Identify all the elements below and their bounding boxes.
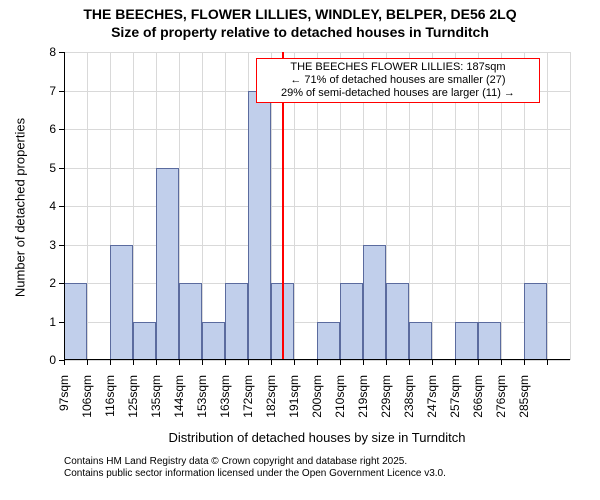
x-tick-label: 182sqm (264, 375, 278, 435)
gridline-v (87, 52, 88, 360)
x-tick-label: 247sqm (425, 375, 439, 435)
histogram-bar (340, 283, 363, 360)
y-tick-label: 8 (36, 45, 56, 59)
x-tick-label: 285sqm (517, 375, 531, 435)
x-tick (87, 360, 88, 365)
y-tick (59, 283, 64, 284)
y-tick-label: 1 (36, 315, 56, 329)
y-tick-label: 0 (36, 353, 56, 367)
x-tick (524, 360, 525, 365)
annotation-box: THE BEECHES FLOWER LILLIES: 187sqm← 71% … (256, 58, 539, 103)
histogram-bar (110, 245, 133, 361)
x-tick-label: 210sqm (333, 375, 347, 435)
chart-stage: THE BEECHES, FLOWER LILLIES, WINDLEY, BE… (0, 0, 600, 500)
footer-line1: Contains HM Land Registry data © Crown c… (64, 456, 407, 467)
histogram-bar (225, 283, 248, 360)
y-tick-label: 2 (36, 276, 56, 290)
histogram-bar (202, 322, 225, 361)
histogram-bar (363, 245, 386, 361)
y-axis-label: Number of detached properties (13, 53, 28, 361)
x-tick (110, 360, 111, 365)
y-tick (59, 245, 64, 246)
x-tick-label: 153sqm (195, 375, 209, 435)
footer-line2: Contains public sector information licen… (64, 468, 446, 479)
histogram-bar (156, 168, 179, 361)
x-tick-label: 191sqm (287, 375, 301, 435)
gridline-v (133, 52, 134, 360)
annotation-line: 29% of semi-detached houses are larger (… (261, 87, 534, 100)
x-tick (340, 360, 341, 365)
x-tick-label: 219sqm (356, 375, 370, 435)
gridline-v (547, 52, 548, 360)
x-tick (133, 360, 134, 365)
y-axis-line (64, 52, 65, 360)
histogram-bar (179, 283, 202, 360)
annotation-line: ← 71% of detached houses are smaller (27… (261, 74, 534, 87)
histogram-bar (317, 322, 340, 361)
x-tick (179, 360, 180, 365)
histogram-bar (409, 322, 432, 361)
y-tick-label: 5 (36, 161, 56, 175)
y-tick (59, 322, 64, 323)
x-tick (363, 360, 364, 365)
x-tick (202, 360, 203, 365)
x-tick-label: 97sqm (57, 375, 71, 435)
histogram-bar (133, 322, 156, 361)
y-tick (59, 52, 64, 53)
x-tick (501, 360, 502, 365)
y-tick (59, 91, 64, 92)
x-tick (156, 360, 157, 365)
x-tick-label: 200sqm (310, 375, 324, 435)
x-tick (432, 360, 433, 365)
x-tick-label: 163sqm (218, 375, 232, 435)
x-tick-label: 106sqm (80, 375, 94, 435)
chart-title-line1: THE BEECHES, FLOWER LILLIES, WINDLEY, BE… (0, 6, 600, 22)
x-tick-label: 125sqm (126, 375, 140, 435)
x-tick (317, 360, 318, 365)
gridline-v (202, 52, 203, 360)
x-tick-label: 276sqm (494, 375, 508, 435)
y-tick-label: 6 (36, 122, 56, 136)
x-tick-label: 116sqm (103, 375, 117, 435)
plot-area: THE BEECHES FLOWER LILLIES: 187sqm← 71% … (64, 52, 570, 360)
y-tick-label: 7 (36, 84, 56, 98)
histogram-bar (386, 283, 409, 360)
x-tick (294, 360, 295, 365)
y-tick-label: 3 (36, 238, 56, 252)
x-tick-label: 144sqm (172, 375, 186, 435)
chart-title-line2: Size of property relative to detached ho… (0, 24, 600, 40)
x-tick (271, 360, 272, 365)
x-tick (455, 360, 456, 365)
gridline-v (570, 52, 571, 360)
y-tick-label: 4 (36, 199, 56, 213)
x-tick (478, 360, 479, 365)
x-tick-label: 238sqm (402, 375, 416, 435)
x-tick (409, 360, 410, 365)
x-tick (547, 360, 548, 365)
x-tick (64, 360, 65, 365)
y-tick (59, 206, 64, 207)
x-tick-label: 266sqm (471, 375, 485, 435)
histogram-bar (524, 283, 547, 360)
y-tick (59, 129, 64, 130)
x-tick (225, 360, 226, 365)
annotation-line: THE BEECHES FLOWER LILLIES: 187sqm (261, 61, 534, 74)
x-tick (248, 360, 249, 365)
x-tick-label: 135sqm (149, 375, 163, 435)
histogram-bar (478, 322, 501, 361)
y-tick (59, 168, 64, 169)
histogram-bar (248, 91, 271, 361)
x-tick-label: 257sqm (448, 375, 462, 435)
x-tick-label: 172sqm (241, 375, 255, 435)
x-tick-label: 229sqm (379, 375, 393, 435)
histogram-bar (455, 322, 478, 361)
x-tick (386, 360, 387, 365)
histogram-bar (64, 283, 87, 360)
